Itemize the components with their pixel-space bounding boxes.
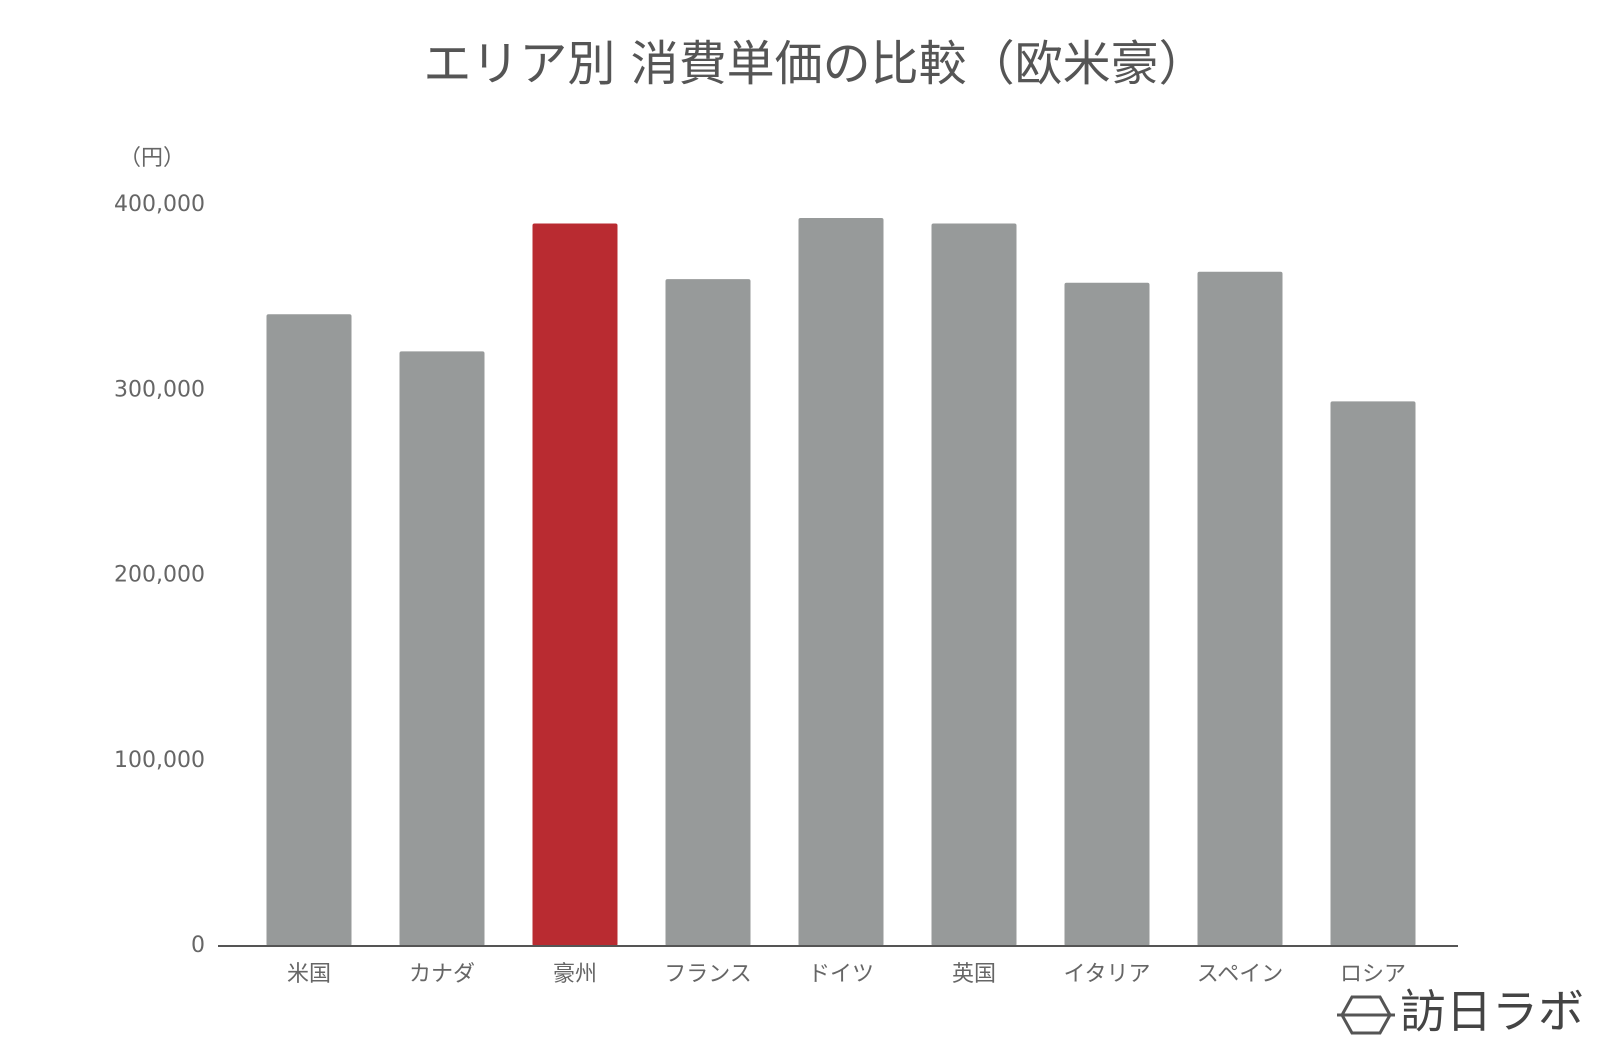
bar <box>399 351 485 946</box>
x-tick-label: 英国 <box>952 962 996 987</box>
y-tick-label: 400,000 <box>114 192 205 217</box>
x-tick-label: フランス <box>664 962 752 987</box>
y-unit: （円） <box>119 146 185 171</box>
x-tick-label: カナダ <box>409 962 475 987</box>
x-tick-label: 豪州 <box>553 962 597 987</box>
x-tick-label: スペイン <box>1197 962 1283 987</box>
x-tick-label: イタリア <box>1063 962 1150 987</box>
x-tick-label: ロシア <box>1340 962 1406 987</box>
bar <box>1064 282 1150 946</box>
logo-text: 訪日ラボ <box>1400 985 1584 1039</box>
bar <box>798 217 884 946</box>
y-tick-label: 0 <box>191 933 205 958</box>
bar <box>1330 401 1416 946</box>
bar <box>532 223 618 946</box>
bar <box>931 223 1017 946</box>
bar <box>1197 271 1283 946</box>
y-tick-label: 100,000 <box>114 748 205 773</box>
x-tick-label: 米国 <box>287 962 331 987</box>
bar <box>266 314 352 946</box>
x-tick-label: ドイツ <box>808 962 874 987</box>
bar <box>665 279 751 947</box>
y-tick-label: 300,000 <box>114 377 205 402</box>
logo: 訪日ラボ <box>1337 985 1584 1039</box>
logo-icon <box>1337 995 1395 1035</box>
chart-title: エリア別 消費単価の比較（欧米豪） <box>423 36 1206 92</box>
y-tick-label: 200,000 <box>114 563 205 588</box>
